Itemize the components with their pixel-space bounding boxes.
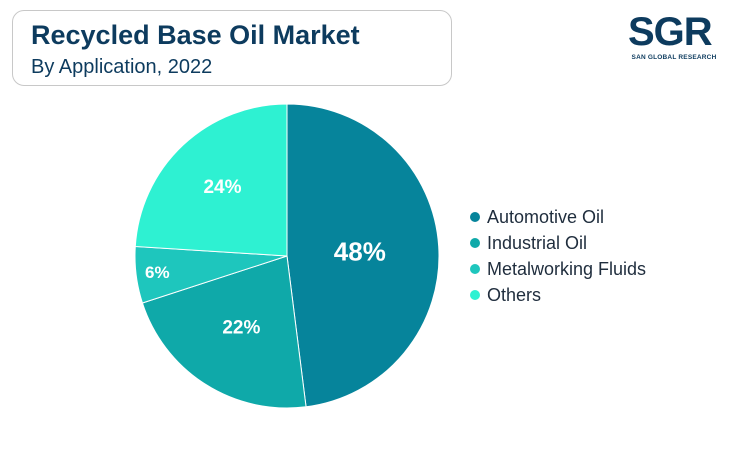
title-box: Recycled Base Oil Market By Application,… (12, 10, 452, 86)
legend-label: Industrial Oil (487, 232, 588, 253)
slice-label-metalworking-fluids: 6% (145, 263, 170, 282)
legend-item-automotive-oil: Automotive Oil (470, 204, 646, 230)
legend-item-others: Others (470, 282, 646, 308)
legend: Automotive Oil Industrial Oil Metalworking… (470, 204, 646, 308)
sgr-logo: SGR SAN GLOBAL RESEARCH (622, 10, 726, 66)
legend-swatch (470, 264, 480, 274)
pie-slice-industrial-oil (141, 255, 307, 409)
legend-item-metalworking-fluids: Metalworking Fluids (470, 256, 646, 282)
legend-label: Others (487, 284, 542, 305)
slice-label-others: 24% (203, 177, 241, 198)
legend-label: Metalworking Fluids (487, 258, 647, 279)
pie-slice-others (134, 103, 288, 257)
logo-tagline: SAN GLOBAL RESEARCH (631, 54, 717, 61)
slice-label-industrial-oil: 22% (222, 317, 260, 338)
slice-label-automotive-oil: 48% (334, 236, 386, 266)
legend-swatch (470, 212, 480, 222)
logo-mark: SGR (628, 10, 713, 54)
legend-swatch (470, 290, 480, 300)
chart-title: Recycled Base Oil Market (31, 20, 360, 50)
pie-slice-automotive-oil (286, 103, 440, 408)
legend-label: Automotive Oil (487, 206, 605, 227)
legend-item-industrial-oil: Industrial Oil (470, 230, 646, 256)
legend-swatch (470, 238, 480, 248)
chart-subtitle: By Application, 2022 (31, 56, 213, 78)
